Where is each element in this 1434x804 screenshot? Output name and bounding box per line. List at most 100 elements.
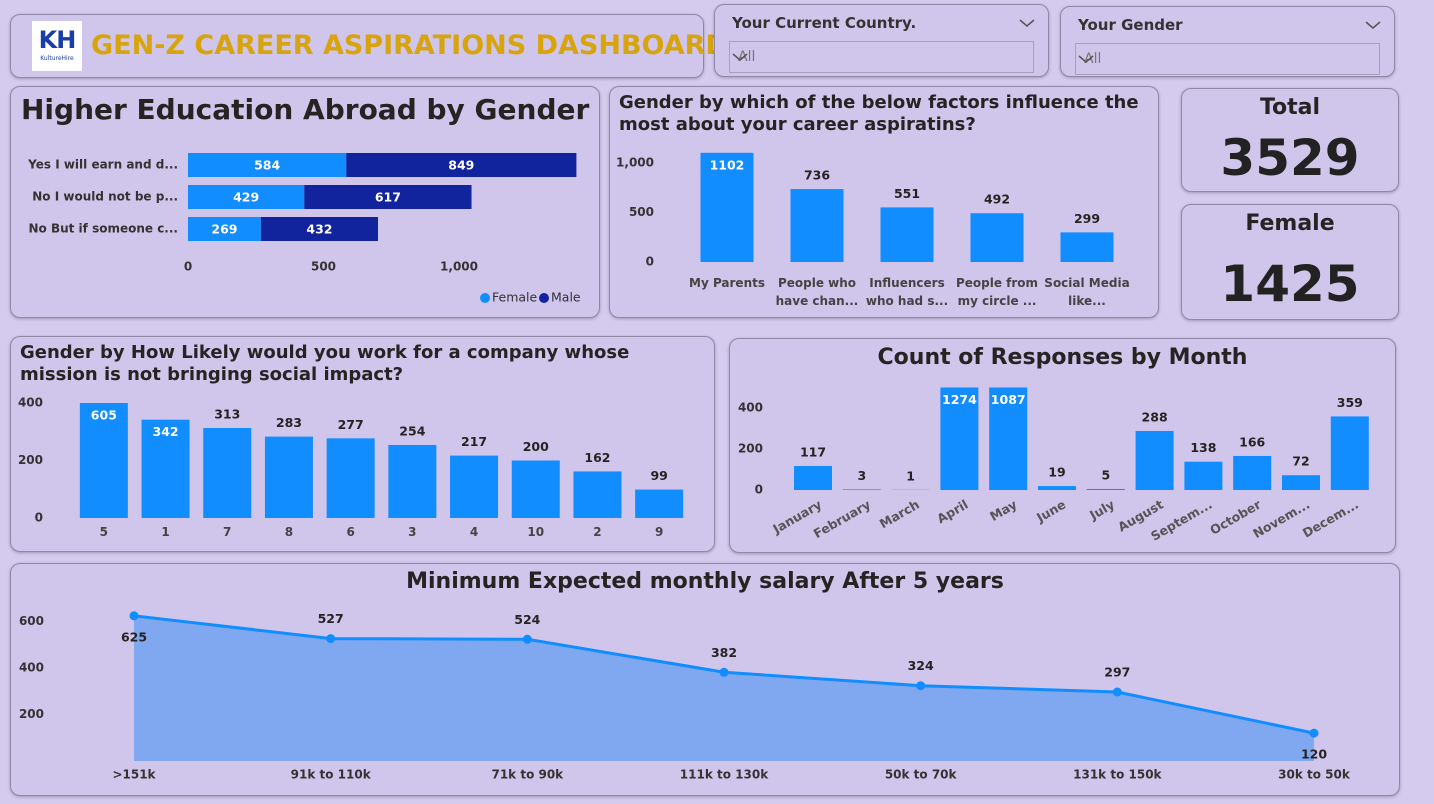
y-tick-label: No I would not be p... [32, 190, 178, 204]
x-tick-wrap: 4 [470, 525, 478, 539]
chart-title: Gender by which of the below factors inf… [619, 92, 1139, 135]
y-tick-label: 0 [646, 255, 654, 269]
y-tick-label: No But if someone c... [28, 222, 178, 236]
point [1112, 687, 1122, 697]
legend-label: Female [492, 290, 538, 305]
data-label: 299 [1074, 211, 1100, 226]
bar [700, 152, 754, 262]
y-tick-label: 200 [738, 442, 763, 456]
x-tick-wrap: 8 [285, 525, 293, 539]
data-label: 736 [804, 168, 830, 183]
data-label: 429 [233, 190, 259, 205]
chevron [1365, 21, 1381, 29]
data-label: 288 [1142, 409, 1168, 424]
data-label: 117 [800, 445, 826, 460]
bar [794, 466, 832, 490]
x-tick-label: Decem... [1300, 497, 1361, 541]
x-tick-label: My Parents [689, 276, 765, 290]
y-tick-label: 500 [629, 205, 654, 219]
x-tick-label: Influencers who had s... [865, 276, 949, 308]
chevron [1078, 55, 1094, 63]
data-label: 269 [211, 222, 237, 237]
bar-segment [304, 185, 472, 209]
data-label: 1102 [710, 157, 745, 172]
data-label: 1274 [942, 392, 977, 407]
x-tick-label: 6 [346, 525, 355, 539]
x-tick-wrap: Influencers who had s... [865, 276, 949, 308]
data-label: 492 [984, 192, 1010, 207]
x-tick-label: People who have chan... [775, 276, 859, 308]
x-tick-label: 1,000 [440, 260, 478, 274]
x-tick-label: 50k to 70k [885, 768, 958, 782]
chart-panel: 0 200 400 605 5 342 1 313 7 283 8 277 6 254 3 217 4 200 10… [10, 336, 715, 552]
area [134, 615, 1314, 761]
chart-panel: 0 500 1,000 Yes I will earn and d... 584 849 N… [10, 86, 600, 318]
card-value: 1425 [1220, 255, 1360, 313]
y-tick-label: Yes I will earn and d... [27, 158, 178, 172]
dropdown[interactable]: All [729, 41, 1034, 73]
y-tick-label: 0 [35, 511, 43, 525]
data-label: 382 [711, 645, 737, 660]
data-label: 849 [448, 158, 474, 173]
chevron [732, 53, 748, 61]
x-tick-wrap: People who have chan... [775, 276, 859, 308]
x-tick-wrap: People from my circle ... [955, 276, 1039, 308]
chart: 0 500 1,000 1102 My Parents 736 People who hav… [616, 152, 1130, 308]
data-label: 200 [523, 439, 549, 454]
dashboard-title: GEN-Z CAREER ASPIRATIONS DASHBOARD [91, 30, 728, 61]
bar [970, 213, 1024, 262]
bar [1282, 475, 1320, 490]
x-tick-label: April [934, 497, 970, 527]
data-label: 162 [584, 450, 610, 465]
data-label: 625 [121, 629, 147, 644]
data-label: 19 [1048, 465, 1065, 480]
filter-label: Your Current Country. [732, 14, 917, 32]
data-label: 313 [214, 407, 240, 422]
chart-title: Gender by How Likely would you work for … [20, 342, 630, 385]
x-tick-label: 500 [311, 260, 336, 274]
legend-marker [480, 293, 490, 303]
data-label: 277 [338, 417, 364, 432]
x-tick-wrap: 2 [593, 525, 601, 539]
chart: 0 500 1,000 Yes I will earn and d... 584 849 N… [27, 153, 581, 305]
y-tick-label: 200 [18, 453, 43, 467]
filter[interactable]: Your Gender All [1060, 6, 1395, 77]
point [1309, 728, 1319, 738]
card-label: Total [1259, 95, 1321, 120]
bar [989, 387, 1028, 490]
bar [880, 207, 934, 262]
x-tick-label: Social Media like... [1044, 276, 1130, 308]
x-tick-wrap: My Parents [689, 276, 765, 290]
y-tick-label: 400 [18, 396, 43, 410]
logo-caption: KultureHire [40, 55, 74, 62]
x-tick-label: 9 [654, 525, 664, 539]
legend-label: Male [551, 290, 581, 305]
x-tick-label: 91k to 110k [291, 768, 372, 782]
x-tick-label: June [1033, 497, 1068, 526]
data-label: 527 [318, 611, 344, 626]
x-tick-label: 5 [99, 525, 109, 539]
bar [790, 189, 844, 262]
x-tick-wrap: 9 [654, 525, 664, 539]
chart-title: Minimum Expected monthly salary After 5 … [406, 569, 1004, 594]
y-tick-label: 400 [738, 401, 763, 415]
data-label: 99 [650, 468, 667, 483]
data-label: 217 [461, 434, 487, 449]
x-tick-label: 7 [223, 525, 232, 539]
data-label: 297 [1104, 665, 1130, 680]
bar [203, 428, 252, 518]
x-tick-label: People from my circle ... [955, 276, 1039, 308]
data-label: 584 [254, 158, 280, 173]
bar [388, 444, 437, 518]
x-tick-wrap: 5 [99, 525, 109, 539]
point [719, 667, 729, 677]
point [522, 634, 532, 644]
filter[interactable]: Your Current Country. All [714, 4, 1049, 77]
x-tick-label: 1 [161, 525, 170, 539]
legend-marker [539, 293, 549, 303]
dropdown[interactable]: All [1075, 43, 1380, 75]
logo-text: KH [38, 26, 77, 54]
chevron [1019, 19, 1035, 27]
data-label: 120 [1301, 747, 1327, 762]
